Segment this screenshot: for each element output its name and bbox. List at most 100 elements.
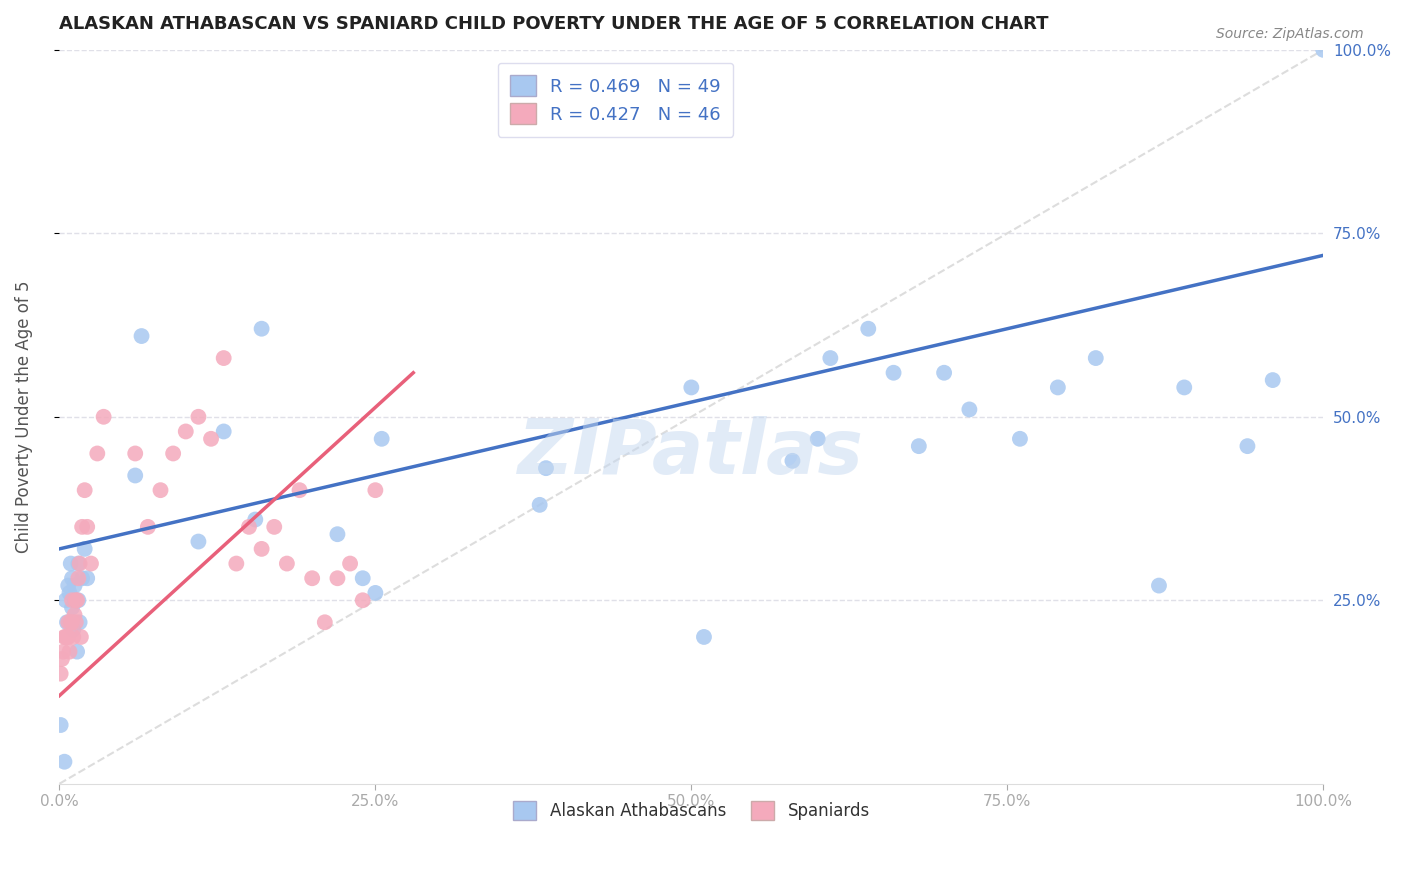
Point (1084, 351, 1107, 365)
Point (86, 446, 108, 460)
Point (63, 578, 86, 592)
Point (276, 557, 298, 571)
Point (352, 593, 374, 607)
Point (807, 432, 830, 446)
Point (55, 630, 77, 644)
Text: Source: ZipAtlas.com: Source: ZipAtlas.com (1216, 27, 1364, 41)
Point (62, 630, 84, 644)
Point (326, 571, 349, 585)
Point (681, 380, 703, 394)
Point (60, 571, 83, 585)
Point (70, 571, 93, 585)
Y-axis label: Child Poverty Under the Age of 5: Child Poverty Under the Age of 5 (15, 280, 32, 553)
Point (174, 425, 197, 439)
Point (53, 630, 76, 644)
Point (957, 402, 980, 417)
Point (49, 666, 72, 681)
Point (51, 652, 73, 666)
Point (52, 645, 75, 659)
Point (200, 432, 222, 446)
Point (124, 446, 146, 460)
Point (65, 593, 87, 607)
Point (820, 351, 842, 365)
Point (883, 366, 905, 380)
Point (62, 623, 84, 637)
Point (245, 512, 267, 526)
Point (263, 520, 285, 534)
Point (67, 571, 90, 585)
Point (70, 520, 93, 534)
Text: ALASKAN ATHABASCAN VS SPANIARD CHILD POVERTY UNDER THE AGE OF 5 CORRELATION CHAR: ALASKAN ATHABASCAN VS SPANIARD CHILD POV… (59, 15, 1049, 33)
Point (1236, 439, 1258, 453)
Point (1046, 380, 1069, 394)
Point (187, 534, 209, 549)
Point (370, 432, 392, 446)
Point (53, 755, 76, 769)
Point (932, 366, 955, 380)
Point (80, 557, 103, 571)
Point (56, 630, 79, 644)
Point (73, 483, 96, 498)
Point (65, 593, 87, 607)
Point (60, 600, 83, 615)
Point (136, 520, 159, 534)
Point (301, 571, 323, 585)
Point (149, 483, 172, 498)
Point (212, 351, 235, 365)
Legend: Alaskan Athabascans, Spaniards: Alaskan Athabascans, Spaniards (506, 794, 876, 827)
Point (364, 586, 387, 600)
Point (58, 586, 80, 600)
Point (56, 615, 79, 630)
Point (339, 557, 361, 571)
Point (1147, 578, 1170, 592)
Point (364, 483, 387, 498)
Point (70, 630, 93, 644)
Point (58, 615, 80, 630)
Point (49, 718, 72, 732)
Point (288, 483, 311, 498)
Point (66, 593, 89, 607)
Point (1008, 432, 1031, 446)
Point (212, 425, 235, 439)
Point (58, 578, 80, 592)
Point (238, 520, 260, 534)
Point (59, 557, 82, 571)
Point (131, 329, 153, 343)
Point (1261, 373, 1284, 387)
Point (63, 607, 86, 622)
Point (858, 322, 880, 336)
Point (314, 615, 336, 630)
Point (93, 409, 115, 424)
Point (76, 571, 98, 585)
Point (908, 439, 931, 453)
Point (1173, 380, 1195, 394)
Point (66, 645, 89, 659)
Point (225, 557, 247, 571)
Point (69, 615, 91, 630)
Point (693, 630, 716, 644)
Point (76, 520, 98, 534)
Point (67, 593, 90, 607)
Point (73, 541, 96, 556)
Point (250, 322, 273, 336)
Point (187, 409, 209, 424)
Point (55, 593, 77, 607)
Point (1312, 43, 1334, 57)
Point (326, 527, 349, 541)
Point (250, 541, 273, 556)
Point (69, 557, 91, 571)
Point (67, 557, 90, 571)
Point (529, 498, 551, 512)
Point (162, 446, 184, 460)
Point (534, 461, 557, 475)
Point (65, 615, 87, 630)
Text: ZIPatlas: ZIPatlas (519, 417, 865, 491)
Point (60, 615, 83, 630)
Point (58, 645, 80, 659)
Point (124, 468, 146, 483)
Point (58, 630, 80, 644)
Point (782, 454, 804, 468)
Point (60, 593, 83, 607)
Point (59, 615, 82, 630)
Point (352, 571, 374, 585)
